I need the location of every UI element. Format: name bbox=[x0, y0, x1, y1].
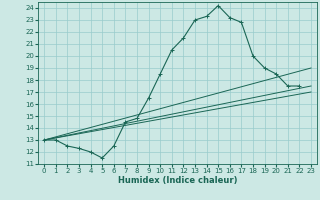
X-axis label: Humidex (Indice chaleur): Humidex (Indice chaleur) bbox=[118, 176, 237, 185]
